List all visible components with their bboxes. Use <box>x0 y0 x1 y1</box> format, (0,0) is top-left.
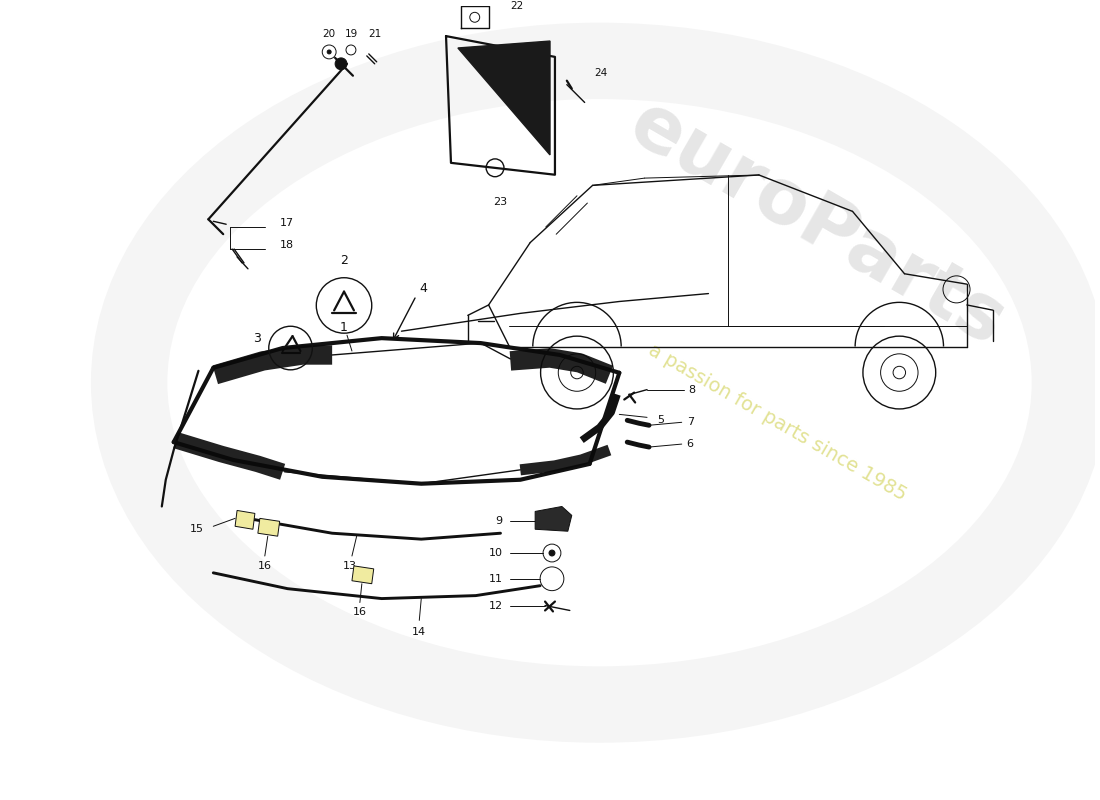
Polygon shape <box>535 506 572 531</box>
Text: 8: 8 <box>689 385 696 394</box>
Polygon shape <box>235 510 255 530</box>
Text: 3: 3 <box>253 332 261 345</box>
Text: 6: 6 <box>686 439 694 449</box>
Text: 1: 1 <box>340 321 348 334</box>
Text: 7: 7 <box>686 418 694 427</box>
Polygon shape <box>257 518 279 536</box>
Text: 16: 16 <box>353 607 367 618</box>
Text: euroParts: euroParts <box>616 87 1019 362</box>
Text: 18: 18 <box>279 240 294 250</box>
Text: 19: 19 <box>344 29 358 39</box>
Text: 10: 10 <box>488 548 503 558</box>
Text: 9: 9 <box>495 516 503 526</box>
Text: a passion for parts since 1985: a passion for parts since 1985 <box>646 340 910 504</box>
Text: 16: 16 <box>257 561 272 571</box>
Text: 11: 11 <box>488 574 503 584</box>
Text: 20: 20 <box>322 29 335 39</box>
Text: 14: 14 <box>412 627 427 638</box>
Text: 17: 17 <box>279 218 294 228</box>
Text: 4: 4 <box>419 282 427 295</box>
Text: 21: 21 <box>368 29 382 39</box>
Text: 24: 24 <box>595 68 608 78</box>
Text: 12: 12 <box>488 601 503 610</box>
Text: 15: 15 <box>189 524 204 534</box>
Circle shape <box>336 58 346 70</box>
Polygon shape <box>352 566 374 584</box>
Circle shape <box>327 50 331 54</box>
Text: 22: 22 <box>510 2 524 11</box>
Text: 5: 5 <box>657 415 664 426</box>
Text: 13: 13 <box>343 561 358 571</box>
Text: 2: 2 <box>340 254 348 267</box>
Text: 23: 23 <box>494 198 507 207</box>
Polygon shape <box>458 41 550 155</box>
Circle shape <box>549 550 556 556</box>
